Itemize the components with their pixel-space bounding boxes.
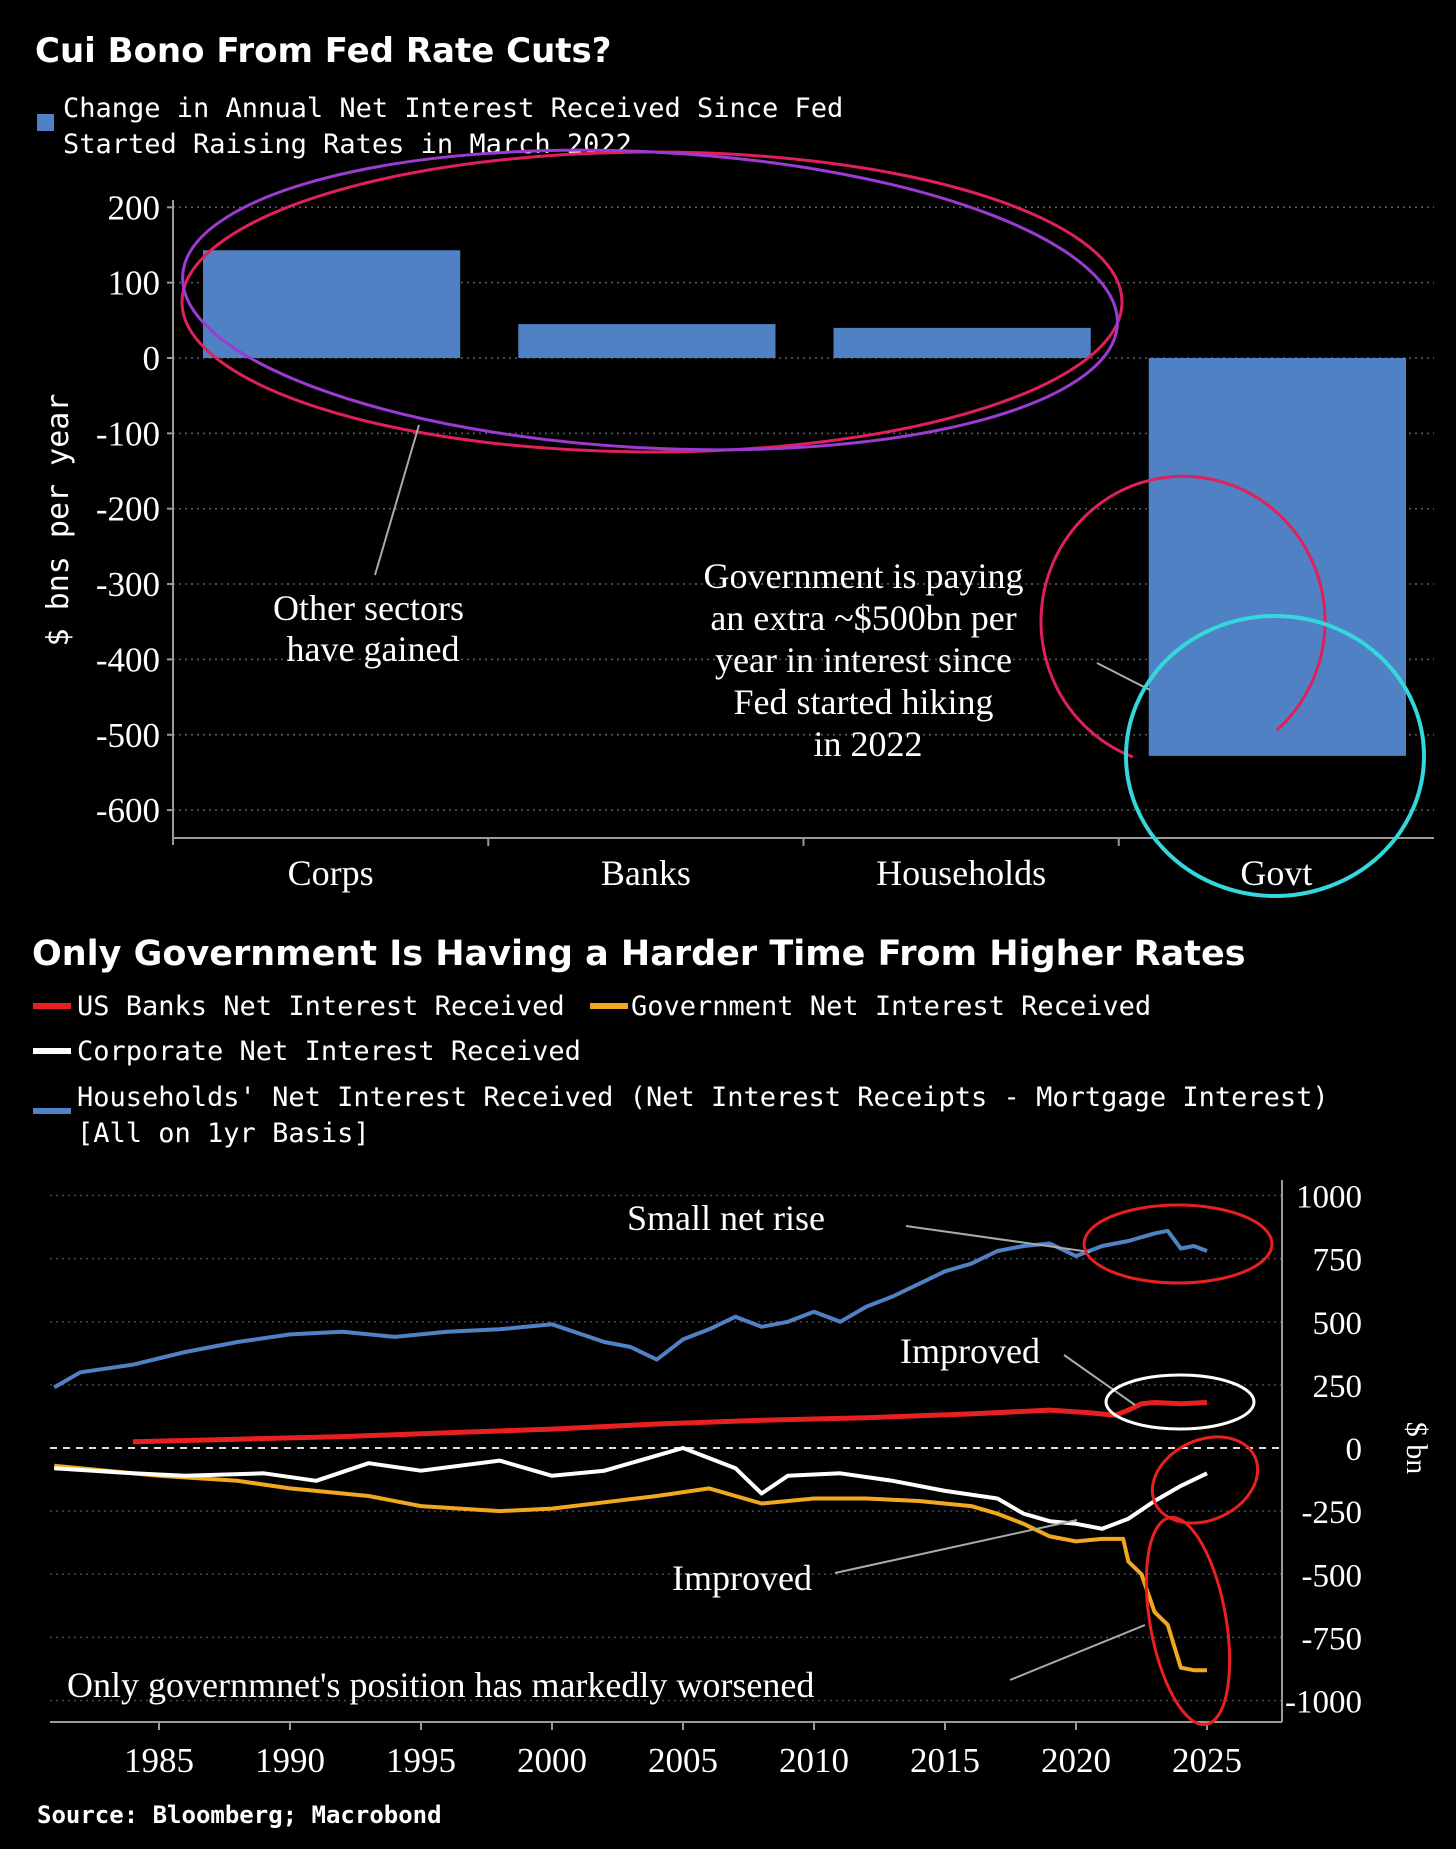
top-x-tick-label: Govt	[1240, 853, 1312, 893]
govt-annotation-line: Government is paying	[704, 556, 1024, 596]
bottom-y-tick-label: -750	[1302, 1621, 1363, 1657]
bottom-x-tick-label: 2010	[779, 1741, 849, 1780]
gains-annotation-line: have gained	[287, 629, 460, 669]
top-legend-swatch	[37, 114, 54, 131]
top-bars	[203, 250, 1406, 756]
bottom-series-lines	[53, 1228, 1208, 1673]
govt-annotation-line: year in interest since	[715, 640, 1012, 680]
top-y-axis-label: $ bns per year	[41, 394, 76, 647]
top-y-ticks: 200 100 0 -100 -200 -300 -400 -500 -600	[96, 188, 173, 830]
bottom-x-tick-label: 2005	[648, 1741, 718, 1780]
legend-label-households: Households' Net Interest Received (Net I…	[77, 1082, 1329, 1113]
top-x-tick-label: Corps	[288, 853, 374, 893]
top-legend-line-2: Started Raising Rates in March 2022	[63, 129, 632, 160]
govt-annotation-line: Fed started hiking	[734, 682, 994, 722]
bottom-y-tick-label: -1000	[1285, 1685, 1362, 1721]
gains-annotation-line: Other sectors	[273, 588, 464, 628]
gains-pointer-line	[374, 424, 420, 576]
government-line	[54, 1463, 1207, 1673]
bottom-y-tick-label: 1000	[1296, 1180, 1362, 1216]
gains-annotation: Other sectors have gained	[273, 588, 473, 669]
legend-label-corporate: Corporate Net Interest Received	[77, 1036, 581, 1067]
govt-annotation: Government is paying an extra ~$500bn pe…	[704, 556, 1033, 764]
bar-corps	[203, 250, 461, 358]
source-note: Source: Bloomberg; Macrobond	[37, 1801, 442, 1829]
small-net-rise-pointer	[905, 1225, 1091, 1253]
bottom-x-ticks: 1985 1990 1995 2000 2005 2010 2015 2020 2025	[124, 1722, 1242, 1780]
govt-annotation-line: an extra ~$500bn per	[710, 598, 1016, 638]
corporate-improved-annotation: Improved	[672, 1558, 812, 1598]
top-y-tick-label: -200	[96, 490, 160, 529]
bottom-y-tick-label: 750	[1313, 1243, 1363, 1279]
bottom-y-tick-label: -250	[1302, 1495, 1363, 1531]
top-y-tick-label: 200	[108, 188, 161, 227]
households-line	[53, 1228, 1208, 1390]
top-y-tick-label: -100	[96, 414, 160, 453]
bottom-x-tick-label: 2015	[910, 1741, 980, 1780]
bottom-y-tick-label: 0	[1346, 1432, 1363, 1468]
government-worsened-pointer	[1009, 1624, 1146, 1681]
bar-households	[833, 327, 1091, 358]
bottom-y-tick-label: 250	[1313, 1369, 1363, 1405]
bottom-x-tick-label: 2025	[1172, 1741, 1242, 1780]
corporate-line	[54, 1446, 1208, 1531]
top-x-tick-label: Households	[876, 853, 1046, 893]
bar-banks	[518, 324, 776, 358]
bottom-y-ticks: 1000 750 500 250 0 -250 -500 -750 -1000	[1285, 1180, 1362, 1721]
top-legend-label: Change in Annual Net Interest Received S…	[63, 93, 860, 160]
bottom-x-tick-label: 1990	[255, 1741, 325, 1780]
small-net-rise-annotation: Small net rise	[627, 1198, 825, 1238]
gains-highlight-ellipse-purple	[181, 148, 1119, 452]
banks-improved-pointer	[1063, 1354, 1136, 1406]
legend-label-banks: US Banks Net Interest Received	[77, 991, 565, 1022]
bottom-y-axis-label: $ bn	[1400, 1422, 1433, 1475]
bar-govt	[1148, 358, 1406, 756]
top-x-ticks: Corps Banks Households Govt	[288, 838, 1312, 893]
top-x-tick-label: Banks	[601, 853, 691, 893]
bottom-gridlines	[50, 1194, 1282, 1702]
legend-label-government: Government Net Interest Received	[631, 991, 1151, 1022]
banks-improved-annotation: Improved	[900, 1331, 1040, 1371]
bottom-chart-title: Only Government Is Having a Harder Time …	[32, 934, 1246, 974]
govt-highlight-circle	[1124, 614, 1426, 898]
top-y-tick-label: -300	[96, 565, 160, 604]
top-chart-title: Cui Bono From Fed Rate Cuts?	[35, 31, 612, 71]
govt-pointer-line	[1096, 662, 1151, 691]
bottom-x-tick-label: 1995	[386, 1741, 456, 1780]
top-y-tick-label: 0	[143, 339, 161, 378]
top-y-tick-label: 100	[108, 264, 161, 303]
bottom-y-tick-label: -500	[1302, 1558, 1363, 1594]
top-y-tick-label: -500	[96, 716, 160, 755]
government-worsened-annotation: Only governmnet's position has markedly …	[67, 1665, 814, 1705]
corporate-highlight-ellipse	[1150, 1435, 1260, 1525]
top-y-tick-label: -400	[96, 640, 160, 679]
banks-line	[132, 1400, 1208, 1445]
top-y-tick-label: -600	[96, 791, 160, 830]
govt-annotation-line: in 2022	[813, 724, 922, 764]
bottom-y-tick-label: 500	[1313, 1306, 1363, 1342]
bottom-x-tick-label: 1985	[124, 1741, 194, 1780]
legend-swatch-banks	[33, 1003, 71, 1009]
legend-swatch-corporate	[33, 1048, 71, 1054]
bottom-x-tick-label: 2020	[1041, 1741, 1111, 1780]
households-highlight-ellipse	[1082, 1203, 1274, 1285]
government-highlight-ellipse	[1144, 1515, 1232, 1727]
bottom-x-tick-label: 2000	[517, 1741, 587, 1780]
legend-swatch-government	[590, 1003, 628, 1009]
legend-footnote: [All on 1yr Basis]	[77, 1118, 370, 1149]
legend-swatch-households	[33, 1108, 71, 1114]
banks-highlight-ellipse	[1104, 1373, 1256, 1431]
top-legend-line-1: Change in Annual Net Interest Received S…	[63, 93, 843, 124]
corporate-improved-pointer	[834, 1519, 1078, 1574]
bottom-legend: US Banks Net Interest Received Governmen…	[33, 991, 1329, 1149]
